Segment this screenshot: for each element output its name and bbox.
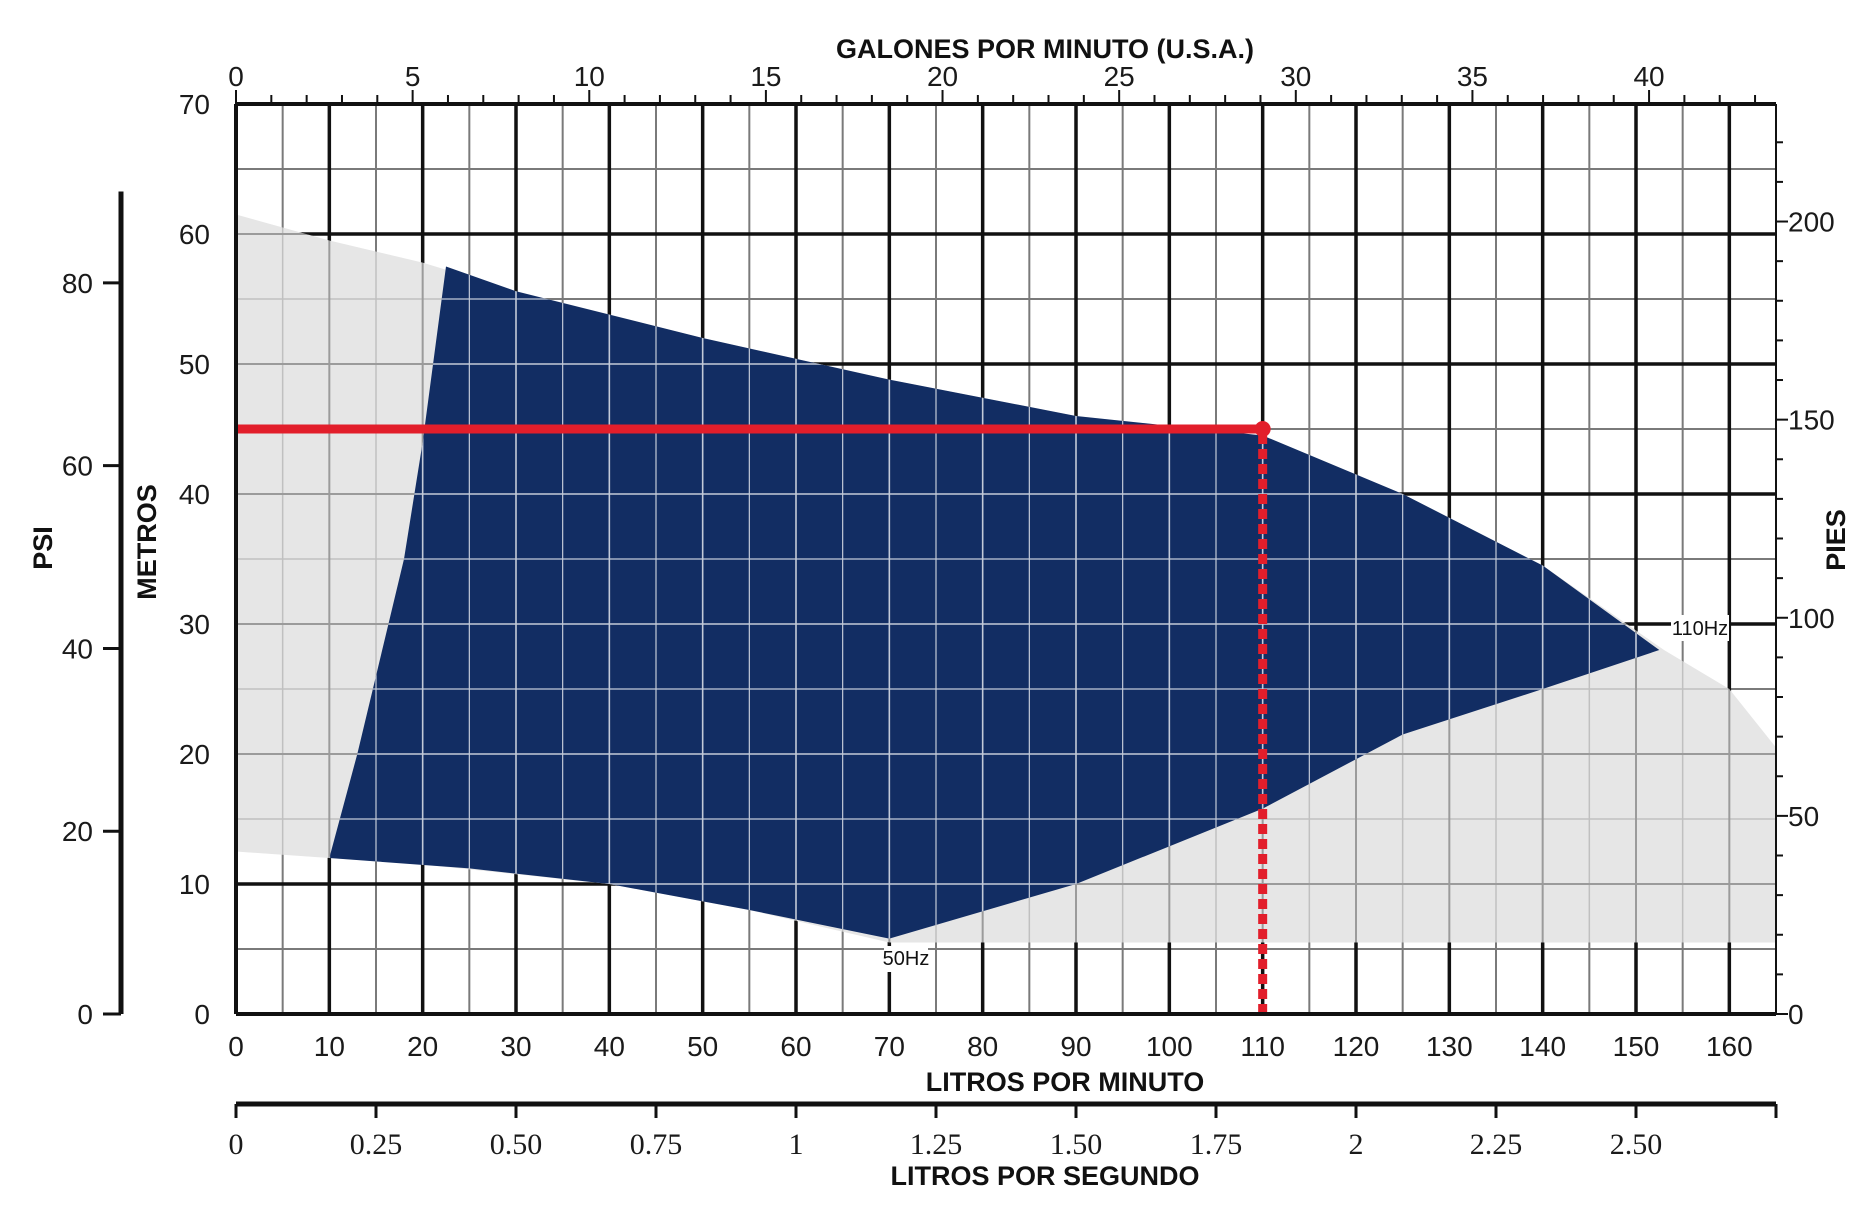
- top-tick-label: 20: [927, 61, 958, 92]
- left-axis-title-psi: PSI: [28, 526, 58, 570]
- psi-tick-label: 40: [62, 633, 93, 664]
- lps-tick-label: 1.25: [910, 1128, 963, 1161]
- right-tick-label: 50: [1788, 801, 1819, 832]
- y-tick-label: 10: [179, 869, 210, 900]
- x-tick-label: 20: [407, 1031, 438, 1062]
- lps-tick-label: 2.25: [1470, 1128, 1523, 1161]
- y-tick-label: 40: [179, 479, 210, 510]
- x-tick-label: 150: [1613, 1031, 1660, 1062]
- x-tick-label: 110: [1240, 1031, 1285, 1062]
- curve-label-50hz: 50Hz: [883, 948, 930, 970]
- right-tick-label: 0: [1788, 999, 1804, 1030]
- curve-label-110hz: 110Hz: [1672, 618, 1728, 640]
- psi-tick-label: 20: [62, 816, 93, 847]
- x-tick-label: 100: [1146, 1031, 1193, 1062]
- lps-tick-label: 1: [789, 1128, 804, 1161]
- x-tick-label: 70: [874, 1031, 905, 1062]
- lps-tick-label: 0.75: [630, 1128, 683, 1161]
- right-tick-label: 200: [1788, 207, 1835, 238]
- x-tick-label: 10: [314, 1031, 345, 1062]
- right-tick-label: 100: [1788, 603, 1835, 634]
- x-tick-label: 120: [1333, 1031, 1380, 1062]
- right-tick-label: 150: [1788, 405, 1835, 436]
- psi-tick-label: 0: [77, 999, 93, 1030]
- y-tick-label: 30: [179, 609, 210, 640]
- lps-tick-label: 0.25: [350, 1128, 403, 1161]
- psi-tick-label: 80: [62, 268, 93, 299]
- y-tick-label: 20: [179, 739, 210, 770]
- bottom2-axis-title: LITROS POR SEGUNDO: [890, 1161, 1199, 1191]
- left-axis-title-metros: METROS: [132, 484, 162, 600]
- x-tick-label: 140: [1519, 1031, 1566, 1062]
- top-tick-label: 30: [1280, 61, 1311, 92]
- x-tick-label: 130: [1426, 1031, 1473, 1062]
- top-tick-label: 25: [1104, 61, 1135, 92]
- x-tick-label: 160: [1706, 1031, 1753, 1062]
- top-axis-title: GALONES POR MINUTO (U.S.A.): [836, 34, 1254, 64]
- x-tick-label: 0: [228, 1031, 244, 1062]
- y-tick-label: 50: [179, 349, 210, 380]
- right-axis-title-pies: PIES: [1821, 509, 1851, 571]
- top-tick-label: 10: [574, 61, 605, 92]
- operating-point-marker: [1254, 421, 1271, 437]
- lps-tick-label: 2.50: [1610, 1128, 1663, 1161]
- x-tick-label: 80: [967, 1031, 998, 1062]
- lps-tick-label: 2: [1349, 1128, 1364, 1161]
- bottom-axis-title: LITROS POR MINUTO: [926, 1067, 1205, 1097]
- top-tick-label: 40: [1633, 61, 1664, 92]
- y-tick-label: 70: [179, 89, 210, 120]
- operating-band-region: [329, 266, 1660, 939]
- lps-tick-label: 0: [229, 1128, 244, 1161]
- psi-tick-label: 60: [62, 451, 93, 482]
- y-tick-label: 0: [194, 999, 210, 1030]
- lps-tick-label: 1.75: [1190, 1128, 1243, 1161]
- top-tick-label: 15: [750, 61, 781, 92]
- y-tick-label: 60: [179, 219, 210, 250]
- x-tick-label: 90: [1060, 1031, 1091, 1062]
- lps-tick-label: 0.50: [490, 1128, 543, 1161]
- lps-tick-label: 1.50: [1050, 1128, 1103, 1161]
- x-tick-label: 60: [780, 1031, 811, 1062]
- x-tick-label: 30: [500, 1031, 531, 1062]
- x-tick-label: 40: [594, 1031, 625, 1062]
- x-tick-label: 50: [687, 1031, 718, 1062]
- top-tick-label: 0: [228, 61, 244, 92]
- top-tick-label: 35: [1457, 61, 1488, 92]
- top-tick-label: 5: [405, 61, 421, 92]
